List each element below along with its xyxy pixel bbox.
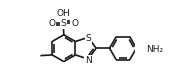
Text: O: O: [71, 19, 78, 28]
Text: O: O: [48, 19, 55, 28]
Text: S: S: [85, 34, 91, 43]
Text: OH: OH: [57, 9, 71, 18]
Text: N: N: [85, 56, 92, 65]
Text: S: S: [60, 19, 66, 28]
Text: NH₂: NH₂: [147, 45, 164, 54]
